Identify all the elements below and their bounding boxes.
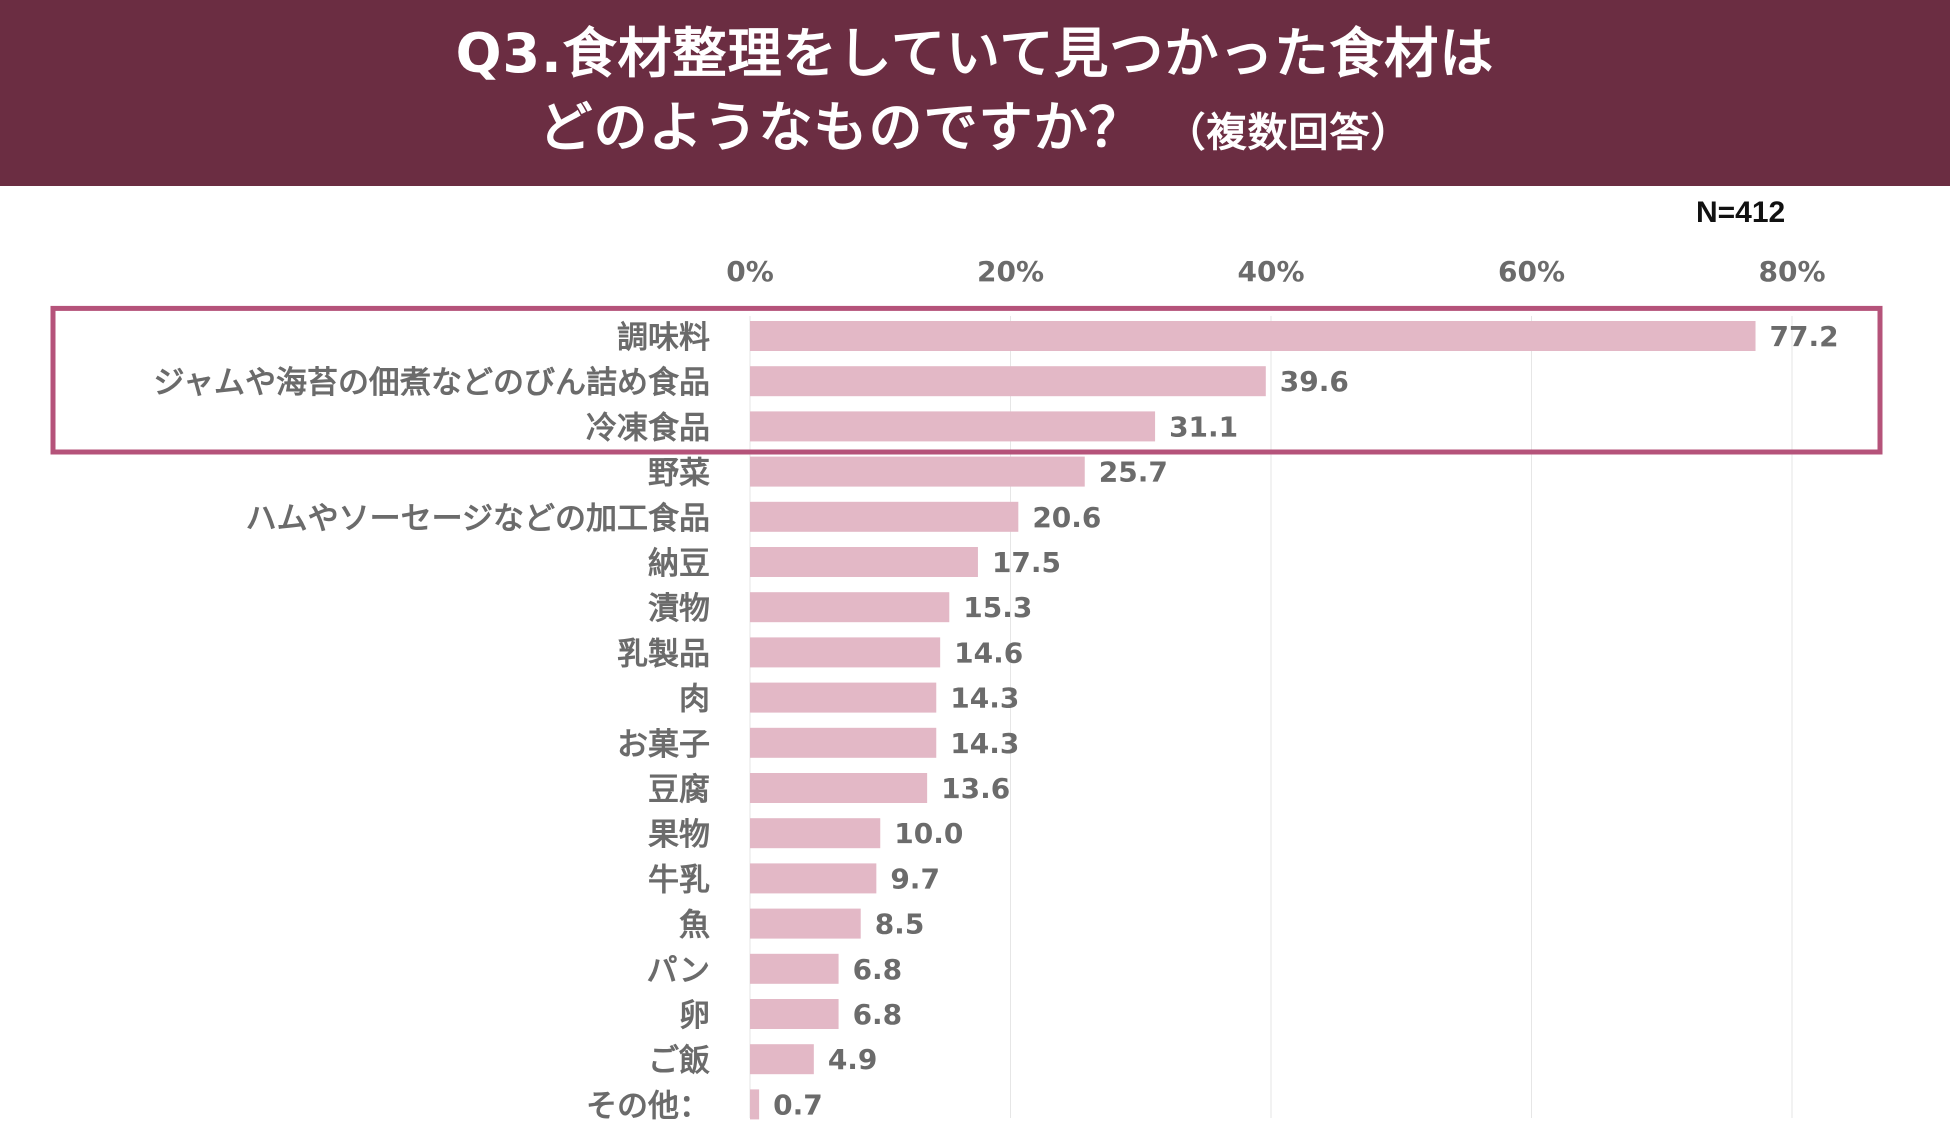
value-label: 13.6 xyxy=(941,772,1010,805)
bar xyxy=(750,456,1085,487)
value-label: 8.5 xyxy=(875,908,925,941)
chart-title-line1: Q3.食材整理をしていて見つかった食材は xyxy=(455,21,1495,85)
bar xyxy=(750,999,839,1029)
chart-title-subtitle: （複数回答） xyxy=(1165,109,1412,156)
category-label: ご飯 xyxy=(648,1043,710,1079)
value-label: 0.7 xyxy=(773,1088,823,1121)
bar-layer xyxy=(750,321,1756,1120)
category-label-layer: 調味料ジャムや海苔の佃煮などのびん詰め食品冷凍食品野菜ハムやソーセージなどの加工… xyxy=(154,320,710,1123)
category-label: ハムやソーセージなどの加工食品 xyxy=(246,501,710,537)
x-tick-label: 20% xyxy=(977,255,1044,288)
bar xyxy=(750,501,1019,532)
value-label: 10.0 xyxy=(894,817,963,850)
category-label: 魚 xyxy=(679,908,710,944)
bar xyxy=(750,366,1266,397)
value-label: 6.8 xyxy=(853,953,903,986)
bar xyxy=(750,863,877,894)
category-label: 調味料 xyxy=(617,320,710,356)
x-tick-label: 0% xyxy=(726,255,774,288)
category-label: その他： xyxy=(586,1088,710,1123)
category-label: 豆腐 xyxy=(648,772,710,808)
value-label: 31.1 xyxy=(1169,410,1238,443)
x-tick-label: 40% xyxy=(1237,255,1304,288)
tick-label-layer: 0% 20% 40% 60% 80% xyxy=(726,255,1825,288)
x-tick-label: 60% xyxy=(1498,255,1565,288)
title-banner: Q3.食材整理をしていて見つかった食材は どのようなものですか？ （複数回答） xyxy=(0,0,1950,186)
category-label: ジャムや海苔の佃煮などのびん詰め食品 xyxy=(154,365,710,401)
category-label: 果物 xyxy=(648,817,710,853)
chart-title-line2-main: どのようなものですか？ xyxy=(538,95,1144,159)
category-label: 漬物 xyxy=(648,591,710,627)
highlight-box xyxy=(50,305,1883,455)
value-label: 39.6 xyxy=(1280,365,1349,398)
value-label: 17.5 xyxy=(992,546,1061,579)
value-label: 4.9 xyxy=(828,1043,878,1076)
sample-size-label: N=412 xyxy=(1696,196,1786,229)
bar xyxy=(750,1044,814,1075)
category-label: パン xyxy=(646,953,710,989)
bar xyxy=(750,727,937,758)
category-label: 納豆 xyxy=(648,546,710,582)
category-label: 乳製品 xyxy=(617,636,710,672)
bar xyxy=(750,818,881,849)
category-label: 野菜 xyxy=(648,456,710,492)
category-label: 肉 xyxy=(679,682,710,718)
bar xyxy=(750,321,1756,351)
value-label: 9.7 xyxy=(890,862,940,895)
chart-title-line2: どのようなものですか？ （複数回答） xyxy=(539,91,1412,170)
value-label: 20.6 xyxy=(1032,501,1101,534)
category-label: お菓子 xyxy=(617,727,710,763)
x-tick-label: 80% xyxy=(1758,255,1825,288)
value-label: 14.6 xyxy=(954,636,1023,669)
bar xyxy=(750,908,861,939)
value-label: 14.3 xyxy=(950,682,1019,715)
highlight-layer xyxy=(50,305,1883,455)
bar xyxy=(750,773,928,803)
bar xyxy=(750,592,950,623)
value-label: 77.2 xyxy=(1770,320,1839,353)
category-label: 卵 xyxy=(679,998,710,1034)
value-label: 6.8 xyxy=(853,998,903,1031)
bar xyxy=(750,637,941,668)
bar xyxy=(750,1089,760,1120)
value-label: 25.7 xyxy=(1099,456,1168,489)
value-label: 15.3 xyxy=(963,591,1032,624)
bar xyxy=(750,547,978,577)
category-label: 冷凍食品 xyxy=(586,410,710,446)
value-label-layer: 77.2 39.6 31.125.7 20.6 17.5 15.3 14.6 14.3 14.3… xyxy=(773,320,1839,1121)
value-label: 14.3 xyxy=(950,727,1019,760)
bar xyxy=(750,953,839,984)
bar xyxy=(750,411,1156,442)
category-label: 牛乳 xyxy=(648,862,710,898)
bar xyxy=(750,682,937,713)
